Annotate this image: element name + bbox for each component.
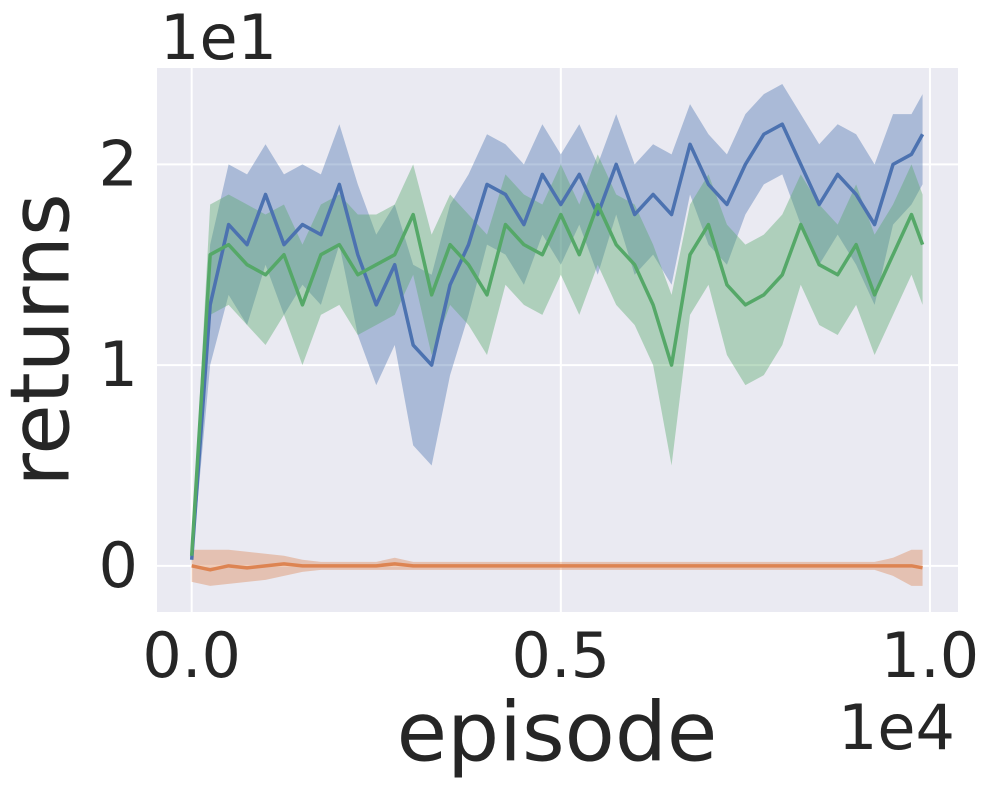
plot-background (157, 68, 958, 612)
x-axis-label: episode (397, 685, 718, 780)
line (191, 562, 923, 572)
line (189, 122, 925, 560)
y-tick-label: 0 (99, 529, 138, 602)
confidence-band (191, 154, 923, 562)
confidence-band (191, 549, 923, 586)
confidence-band (191, 84, 923, 566)
x-tick-label: 1.0 (881, 619, 980, 692)
y-tick-label: 2 (99, 127, 138, 200)
x-tick-label: 0.0 (142, 619, 241, 692)
y-offset-label: 1e1 (160, 1, 277, 74)
y-tick-label: 1 (99, 328, 138, 401)
line (189, 202, 925, 556)
y-axis-label: returns (0, 193, 88, 486)
x-tick-label: 0.5 (512, 619, 611, 692)
x-offset-label: 1e4 (838, 691, 955, 764)
